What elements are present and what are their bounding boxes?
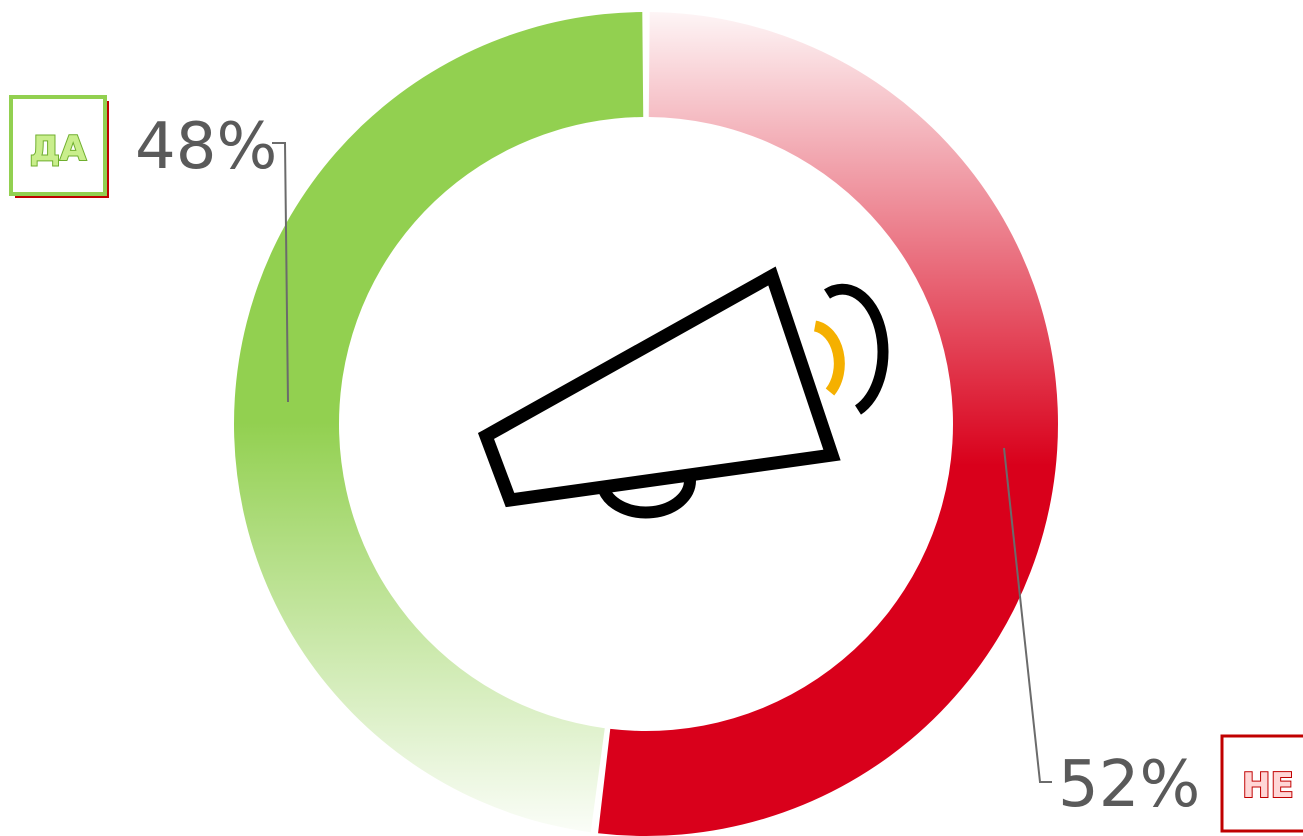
slice-da <box>233 12 644 833</box>
data-label-ne: 52% <box>1058 748 1200 822</box>
legend-box-da: ДА <box>9 95 109 198</box>
megaphone-icon <box>477 266 889 519</box>
slice-ne <box>598 12 1058 836</box>
legend-label-ne: НЕ <box>1242 766 1294 806</box>
legend-box-ne: НЕ <box>1220 734 1303 833</box>
leader-line-da <box>272 142 289 403</box>
data-label-da: 48% <box>135 110 277 184</box>
leader-line-ne <box>1003 447 1052 783</box>
legend-label-da: ДА <box>30 129 87 169</box>
